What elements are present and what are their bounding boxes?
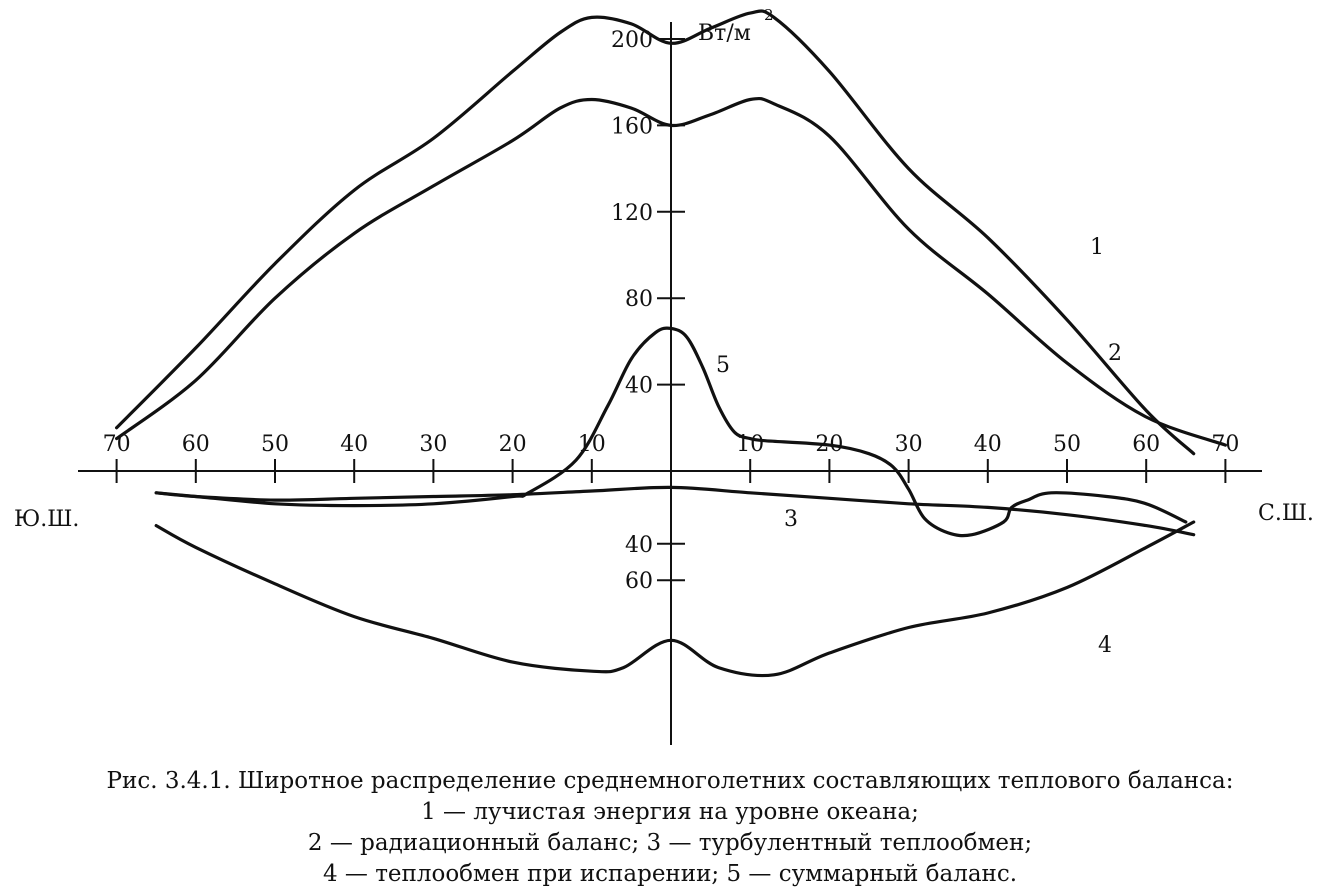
caption-line-4: 4 — теплообмен при испарении; 5 — суммар… xyxy=(322,861,1018,887)
caption-line-1: Рис. 3.4.1. Широтное распределение средн… xyxy=(106,768,1234,794)
axes xyxy=(78,22,1262,745)
caption-line-2: 1 — лучистая энергия на уровне океана; xyxy=(421,799,919,825)
caption-line-3: 2 — радиационный баланс; 3 — турбулентны… xyxy=(307,830,1033,856)
y-tick-label-up: 200 xyxy=(611,28,653,53)
series-label-3: 3 xyxy=(784,507,798,532)
series-line-5 xyxy=(154,326,1188,538)
south-hemisphere-label: Ю.Ш. xyxy=(14,507,79,532)
x-tick-label-north: 70 xyxy=(1211,432,1239,457)
x-tick-label-north: 10 xyxy=(736,432,764,457)
y-tick-label-down: 60 xyxy=(625,569,653,594)
x-tick-label-south: 40 xyxy=(340,432,368,457)
figure-caption: Рис. 3.4.1. Широтное распределение средн… xyxy=(0,766,1340,890)
y-tick-label-up: 80 xyxy=(625,287,653,312)
series-label-4: 4 xyxy=(1098,633,1112,658)
series-line-3 xyxy=(154,485,1196,537)
series-line-2 xyxy=(115,96,1227,447)
x-tick-label-south: 30 xyxy=(419,432,447,457)
series-label-2: 2 xyxy=(1108,341,1122,366)
x-tick-label-north: 20 xyxy=(815,432,843,457)
series-line-4 xyxy=(154,520,1196,678)
curves xyxy=(115,9,1227,678)
x-tick-label-south: 60 xyxy=(182,432,210,457)
y-tick-label-down: 40 xyxy=(625,533,653,558)
x-tick-label-south: 70 xyxy=(103,432,131,457)
x-tick-label-south: 20 xyxy=(499,432,527,457)
north-hemisphere-label: С.Ш. xyxy=(1258,501,1314,526)
y-tick-label-up: 120 xyxy=(611,201,653,226)
y-unit-exponent: 2 xyxy=(764,6,774,24)
x-tick-label-south: 50 xyxy=(261,432,289,457)
x-tick-label-north: 50 xyxy=(1053,432,1081,457)
x-tick-label-north: 60 xyxy=(1132,432,1160,457)
x-tick-label-north: 40 xyxy=(974,432,1002,457)
y-tick-label-up: 160 xyxy=(611,114,653,139)
series-label-1: 1 xyxy=(1090,235,1104,260)
y-tick-label-up: 40 xyxy=(625,374,653,399)
x-tick-label-south: 10 xyxy=(578,432,606,457)
x-tick-label-north: 30 xyxy=(895,432,923,457)
y-unit-label: Вт/м xyxy=(698,21,751,46)
series-line-1 xyxy=(115,9,1196,456)
series-label-5: 5 xyxy=(716,353,730,378)
